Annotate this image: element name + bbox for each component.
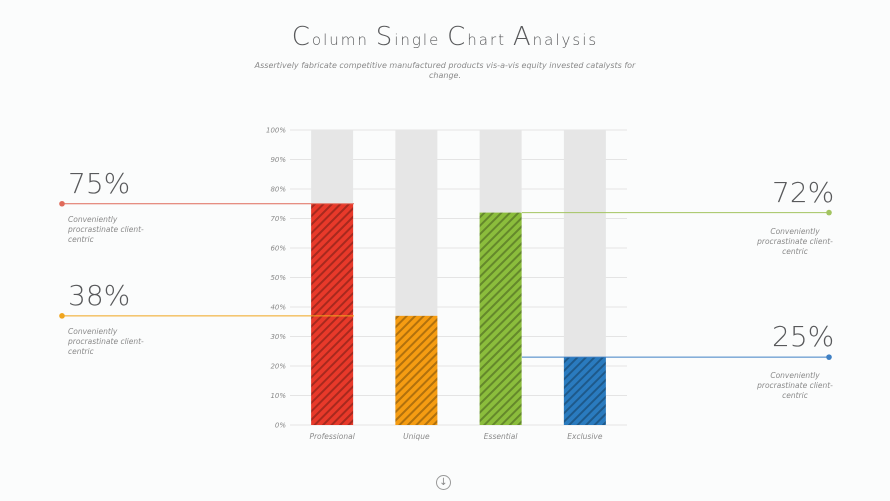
y-tick-label: 70% xyxy=(270,215,286,223)
x-category-label: Essential xyxy=(484,432,519,441)
bars-layer: Professional Unique Essential Exclusive xyxy=(309,130,606,441)
bar-essential xyxy=(479,212,522,425)
callout-description: Conveniently procrastinate client-centri… xyxy=(757,371,833,401)
x-category-label: Exclusive xyxy=(567,432,603,441)
callout-lines-layer xyxy=(59,200,832,360)
y-tick-label: 60% xyxy=(270,245,286,253)
y-tick-label: 40% xyxy=(270,304,286,312)
y-tick-label: 10% xyxy=(270,392,286,400)
callout-dot xyxy=(826,209,832,216)
arrow-down-circle-icon: ↓ xyxy=(439,476,448,488)
callout-value: 25% xyxy=(772,320,835,354)
callout-dot xyxy=(59,200,65,207)
callout-description: Conveniently procrastinate client-centri… xyxy=(757,226,833,256)
callout-dot xyxy=(59,313,65,319)
bar-professional xyxy=(311,203,354,425)
scroll-down-button[interactable]: ↓ xyxy=(436,475,451,490)
callout-description: Conveniently procrastinate client-centri… xyxy=(68,326,144,356)
y-tick-label: 100% xyxy=(266,127,286,135)
x-category-label: Unique xyxy=(403,432,430,441)
y-tick-label: 0% xyxy=(275,422,286,430)
callout-description: Conveniently procrastinate client-centri… xyxy=(68,214,144,244)
bar-unique xyxy=(395,315,438,425)
title-wrap: Column Single Chart Analysis xyxy=(0,22,890,52)
callout-value: 75% xyxy=(68,166,131,200)
y-tick-label: 80% xyxy=(270,186,286,194)
y-tick-label: 90% xyxy=(270,156,286,164)
callout-value: 72% xyxy=(772,175,835,209)
bar-exclusive xyxy=(563,357,606,425)
callout-dot xyxy=(826,354,832,360)
x-category-label: Professional xyxy=(309,432,355,441)
page-title: Column Single Chart Analysis xyxy=(291,22,599,52)
y-tick-label: 20% xyxy=(270,363,286,371)
subtitle: Assertively fabricate competitive manufa… xyxy=(254,61,636,80)
y-tick-label: 30% xyxy=(270,333,286,341)
callout-value: 38% xyxy=(68,278,131,312)
y-tick-label: 50% xyxy=(270,274,286,282)
